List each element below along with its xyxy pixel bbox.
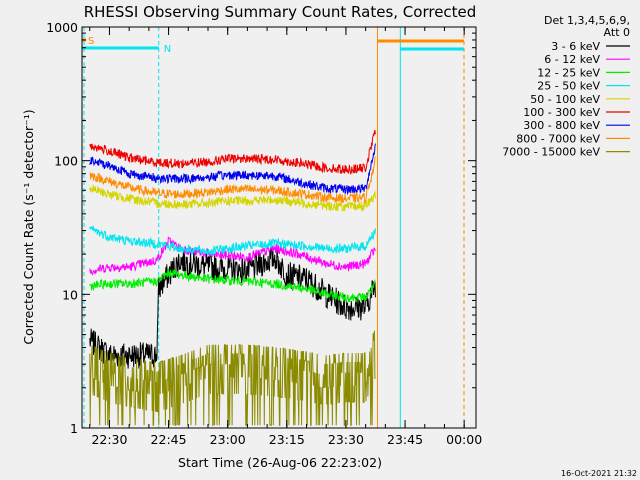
y-tick-label-2: 100 [54, 154, 78, 169]
flag-label-S: S [88, 36, 94, 47]
series-line-2 [89, 268, 376, 304]
x-tick-label-5: 23:45 [387, 432, 423, 447]
chart-title: RHESSI Observing Summary Count Rates, Co… [84, 3, 477, 21]
x-tick-label-1: 22:45 [151, 432, 187, 447]
series-line-4 [89, 184, 376, 212]
series-line-3 [89, 225, 376, 257]
x-tick-label-6: 00:00 [446, 432, 482, 447]
legend-label-4: 50 - 100 keV [530, 93, 600, 106]
timestamp: 16-Oct-2021 21:32 [561, 469, 637, 478]
x-tick-label-2: 23:00 [210, 432, 246, 447]
legend-label-0: 3 - 6 keV [551, 40, 600, 53]
legend-label-2: 12 - 25 keV [537, 66, 600, 79]
x-axis-label: Start Time (26-Aug-06 22:23:02) [178, 455, 382, 470]
legend-label-1: 6 - 12 keV [544, 53, 600, 66]
legend-label-5: 100 - 300 keV [523, 106, 600, 119]
x-tick-label-4: 23:30 [328, 432, 364, 447]
series-line-7 [89, 156, 376, 204]
legend-label-7: 800 - 7000 keV [516, 132, 600, 145]
legend-label-8: 7000 - 15000 keV [502, 146, 600, 159]
plot-frame [81, 26, 477, 429]
y-tick-label-3: 1000 [46, 20, 78, 35]
y-axis-label: Corrected Count Rate (s⁻¹ detector⁻¹) [21, 109, 36, 344]
legend-label-6: 300 - 800 keV [523, 119, 600, 132]
plot-area: SN [82, 27, 465, 428]
legend-label-3: 25 - 50 keV [537, 80, 600, 93]
y-tick-label-0: 1 [70, 421, 78, 436]
series-line-8 [89, 330, 376, 426]
legend-header-1: Att 0 [604, 26, 630, 39]
legend-header-0: Det 1,3,4,5,6,9, [544, 14, 630, 27]
axes: 22:30 22:45 23:00 23:15 23:30 23:45 00:00 1 10 10… [46, 20, 482, 447]
x-tick-label-0: 22:30 [91, 432, 127, 447]
series-line-5 [89, 129, 376, 175]
y-tick-label-1: 10 [62, 287, 78, 302]
series-line-6 [89, 143, 376, 196]
series-line-1 [89, 235, 376, 276]
flag-label-N: N [164, 44, 171, 55]
x-tick-label-3: 23:15 [269, 432, 305, 447]
